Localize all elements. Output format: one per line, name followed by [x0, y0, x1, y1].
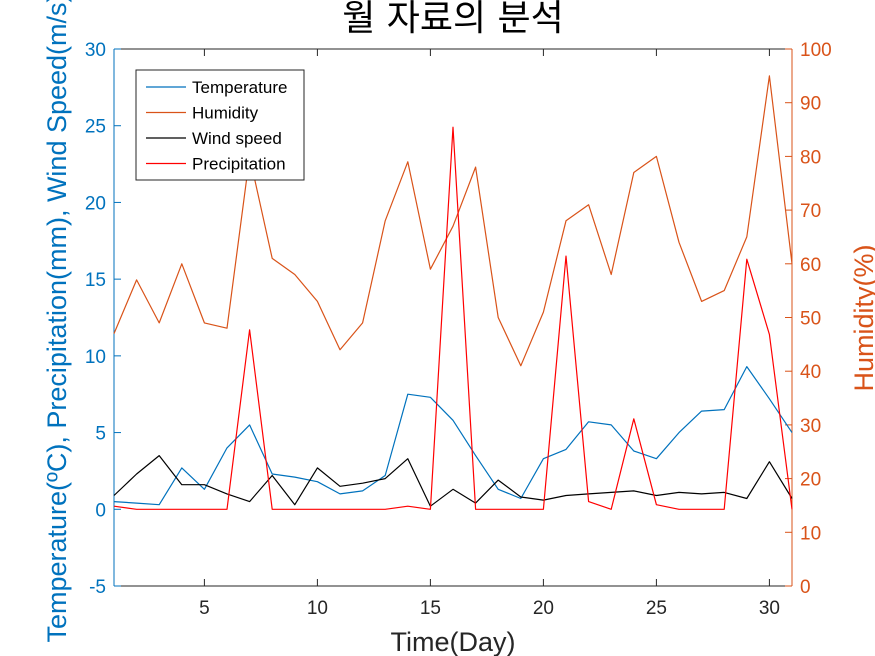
right-y-tick-label: 10: [800, 523, 821, 544]
right-y-tick-label: 50: [800, 309, 821, 330]
right-y-tick-label: 90: [800, 94, 821, 115]
legend-box: [135, 69, 305, 181]
series-layer: [113, 75, 793, 510]
left-y-tick-label: 5: [95, 424, 106, 445]
legend-label: Temperature: [192, 78, 287, 97]
left-y-tick-label: 20: [85, 193, 106, 214]
left-y-tick-label: 0: [95, 500, 106, 521]
legend: Temperature Humidity Wind speed Precipitati…: [135, 69, 305, 181]
x-tick-label: 10: [307, 598, 328, 619]
x-tick-label: 5: [199, 598, 210, 619]
legend-label: Wind speed: [192, 129, 282, 148]
series-line-temperature: [113, 366, 793, 506]
right-y-tick-label: 0: [800, 577, 811, 598]
right-y-tick-label: 30: [800, 416, 821, 437]
left-y-axis-label: Temperature(ºC), Precipitation(mm), Wind…: [42, 0, 72, 643]
right-y-tick-label: 100: [800, 40, 832, 61]
x-tick-label: 15: [420, 598, 441, 619]
x-tick-label: 25: [646, 598, 667, 619]
x-axis-label: Time(Day): [391, 627, 516, 656]
legend-label: Precipitation: [192, 155, 286, 174]
right-y-axis-label: Humidity(%): [849, 244, 875, 391]
right-y-tick-label: 60: [800, 255, 821, 276]
x-tick-label: 20: [533, 598, 554, 619]
x-tick-label: 30: [759, 598, 780, 619]
left-y-tick-label: -5: [89, 577, 106, 598]
left-y-tick-label: 25: [85, 117, 106, 138]
series-line-wind-speed: [113, 455, 793, 507]
right-y-tick-label: 20: [800, 470, 821, 491]
series-line-precipitation: [113, 126, 793, 510]
left-y-tick-label: 30: [85, 40, 106, 61]
left-y-tick-label: 10: [85, 347, 106, 368]
legend-label: Humidity: [192, 104, 259, 123]
axes: -5 0 5 10 15 20 25 30 0 10 20 30 40 50 60 70 80 90 100 5 10 1…: [85, 40, 832, 619]
right-y-tick-label: 40: [800, 362, 821, 383]
left-y-tick-label: 15: [85, 270, 106, 291]
chart-title: 월 자료의 분석: [342, 0, 564, 39]
right-y-tick-label: 70: [800, 201, 821, 222]
series-line-humidity: [113, 75, 793, 367]
right-y-tick-label: 80: [800, 147, 821, 168]
